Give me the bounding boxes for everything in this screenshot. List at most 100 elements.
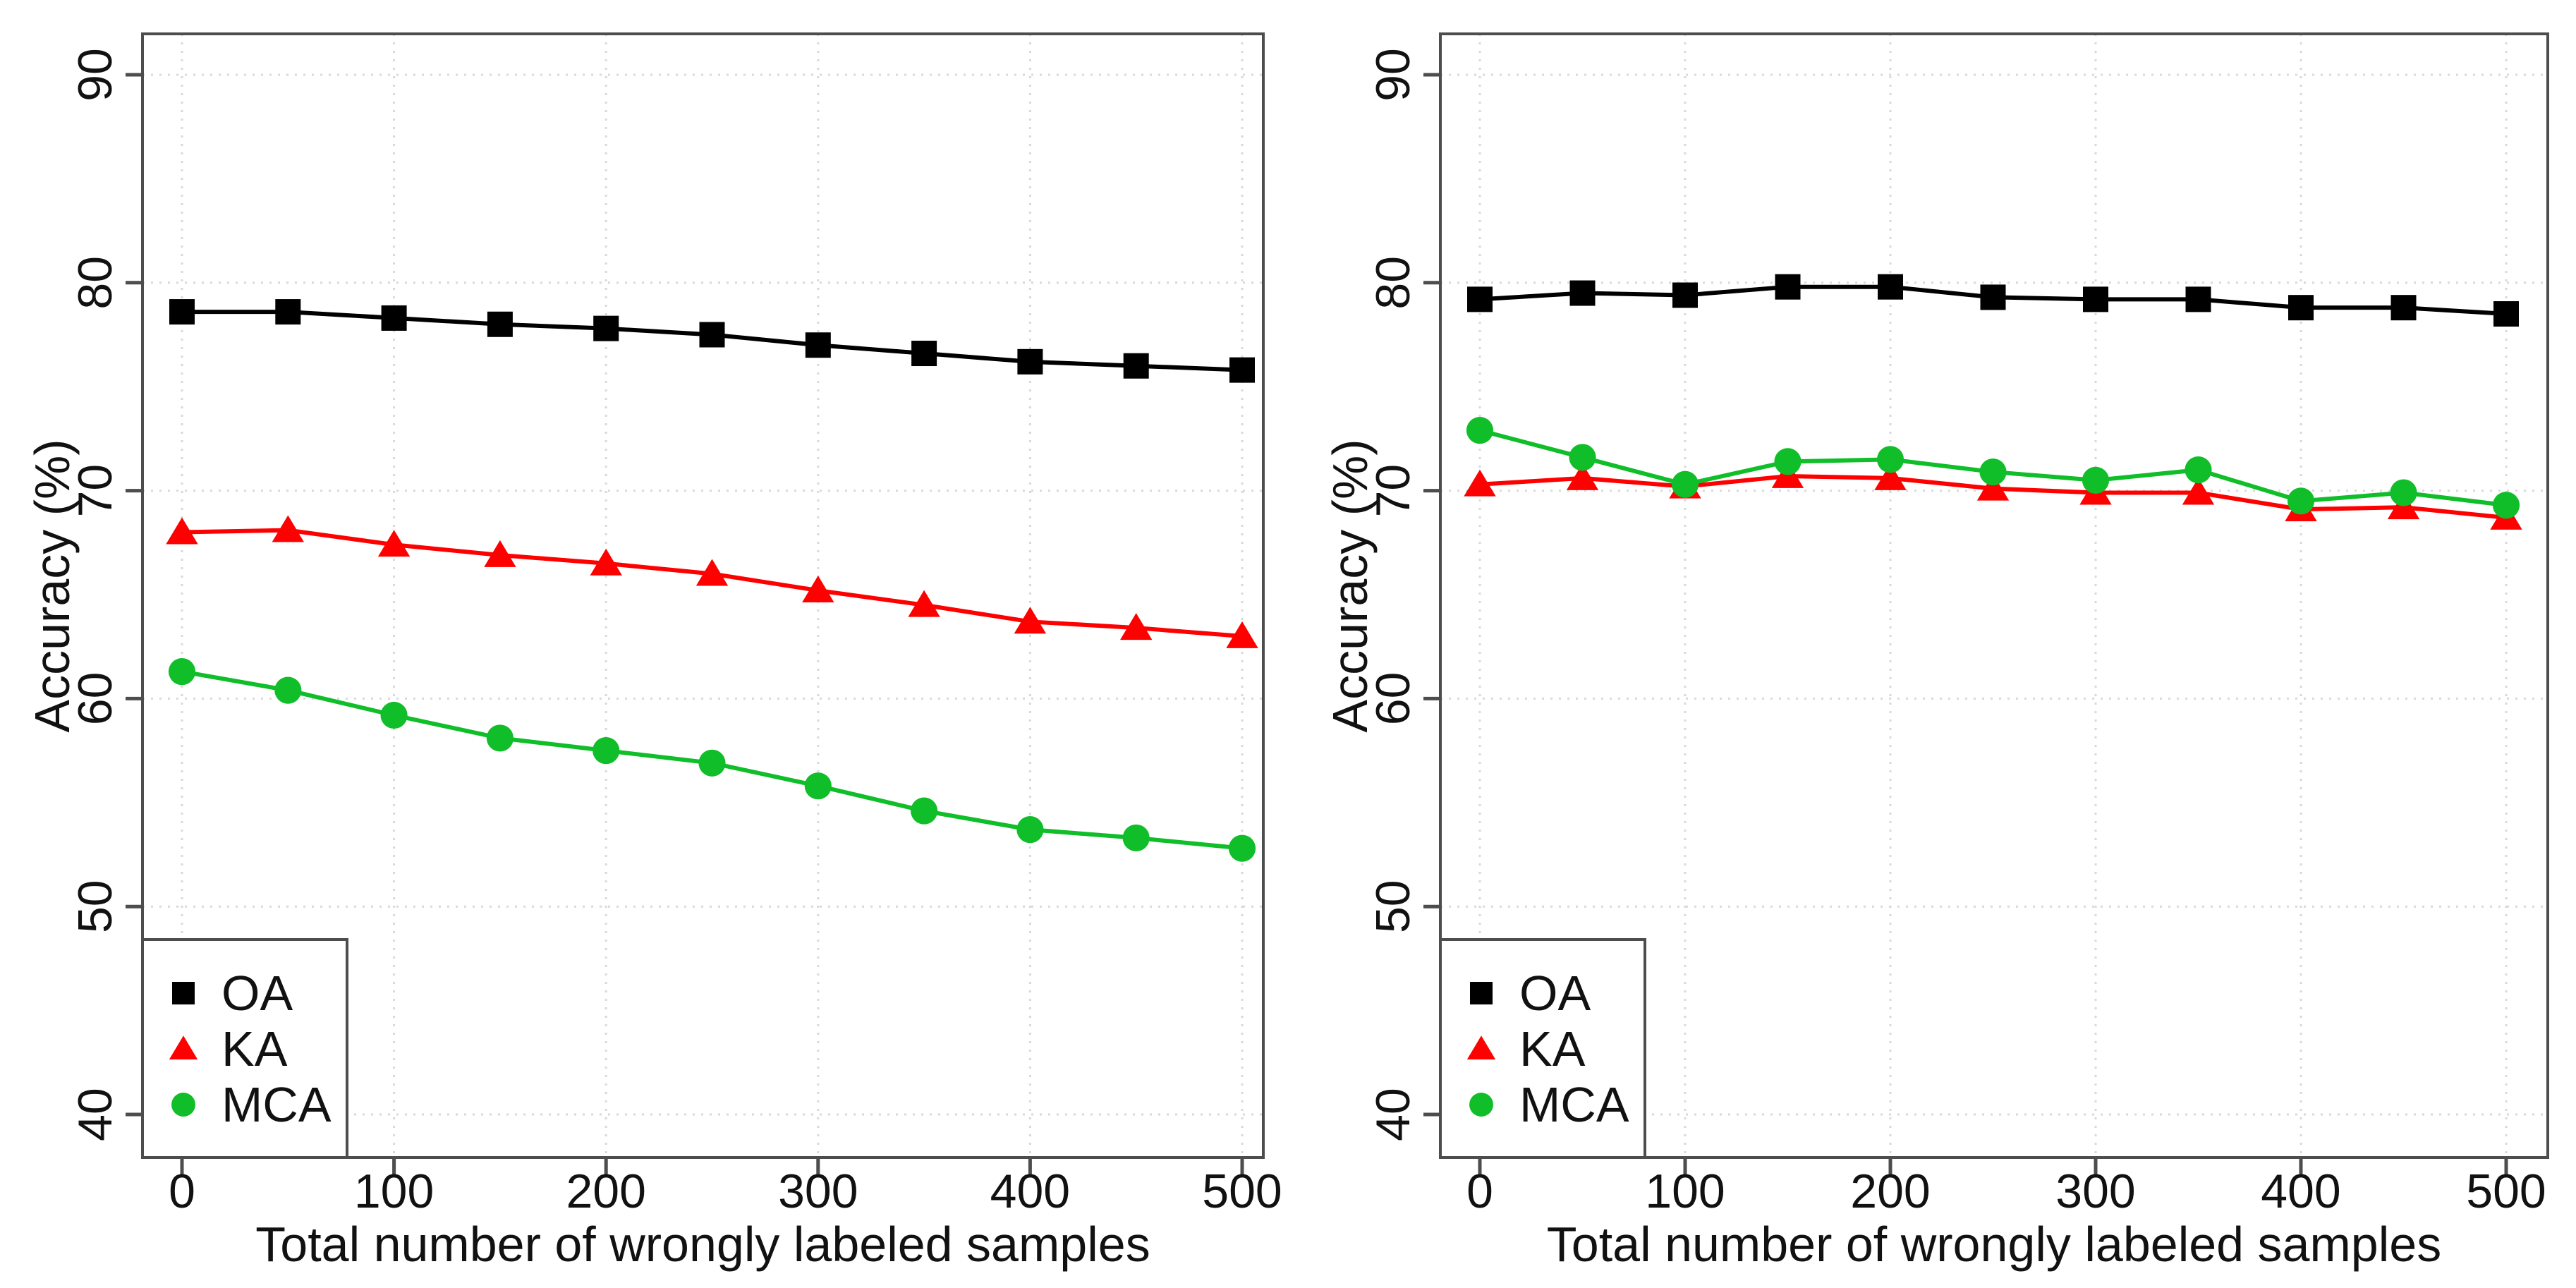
oa-marker: [1467, 286, 1493, 312]
mca-marker: [274, 676, 302, 704]
mca-marker: [1466, 417, 1494, 444]
y-tick-label: 60: [68, 672, 122, 726]
legend-ka-marker: [1466, 1035, 1496, 1060]
legend-mca-label: MCA: [1519, 1077, 1629, 1132]
axis-ticks: [1423, 73, 2508, 1174]
oa-marker: [699, 322, 725, 348]
legend-oa-label: OA: [1519, 966, 1591, 1021]
legend-ka-marker: [169, 1035, 198, 1060]
oa-marker: [2493, 301, 2519, 327]
oa-marker: [169, 299, 195, 325]
mca-marker: [698, 749, 726, 777]
mca-marker: [380, 701, 408, 729]
legend-oa-label: OA: [221, 966, 293, 1021]
oa-marker: [275, 299, 301, 325]
mca-marker: [1569, 444, 1596, 471]
mca-marker: [1016, 816, 1044, 844]
mca-marker: [911, 797, 938, 825]
mca-marker: [2492, 492, 2520, 519]
mca-marker: [1122, 824, 1150, 851]
ka-marker: [166, 517, 198, 545]
x-tick-label: 500: [2466, 1165, 2546, 1218]
oa-marker: [2288, 295, 2314, 321]
y-tick-label: 70: [68, 464, 122, 518]
oa-marker: [381, 305, 407, 331]
axis-ticks: [126, 73, 1244, 1174]
legend-oa-marker: [1470, 982, 1493, 1004]
y-tick-label: 60: [1366, 672, 1420, 726]
mca-marker: [1228, 834, 1256, 862]
x-tick-label: 200: [566, 1165, 645, 1218]
oa-marker: [593, 315, 619, 341]
ka-marker: [1566, 463, 1599, 490]
mca-marker: [1979, 458, 2007, 486]
legend-oa-marker: [172, 982, 195, 1004]
mca-marker: [1774, 448, 1802, 475]
y-tick-label: 40: [68, 1088, 122, 1141]
legend-mca-marker: [171, 1093, 195, 1117]
mca-marker: [486, 724, 514, 752]
oa-marker: [911, 341, 937, 367]
mca-marker: [2185, 456, 2212, 484]
oa-marker: [805, 332, 831, 358]
legend-ka-label: KA: [221, 1021, 288, 1076]
oa-marker: [1123, 353, 1149, 379]
ka-marker: [1874, 463, 1907, 490]
y-axis-title: Accuracy (%): [25, 439, 80, 732]
x-tick-label: 400: [2261, 1165, 2340, 1218]
ka-marker: [1464, 469, 1496, 497]
y-tick-label: 50: [1366, 880, 1420, 933]
oa-marker: [1878, 274, 1903, 300]
x-axis-title: Total number of wrongly labeled samples: [255, 1217, 1150, 1272]
oa-marker: [1775, 274, 1801, 300]
right-accuracy-panel: 0 100 200 300 400 500 40 50 60 70 80 90 Total number…: [1323, 32, 2549, 1272]
x-tick-label: 100: [1645, 1165, 1725, 1218]
y-axis-title: Accuracy (%): [1323, 439, 1378, 732]
oa-marker: [2185, 286, 2211, 312]
y-tick-label: 90: [68, 48, 122, 102]
y-tick-label: 50: [68, 880, 122, 933]
oa-marker: [1980, 284, 2006, 310]
mca-marker: [593, 737, 620, 765]
y-tick-label: 80: [1366, 256, 1420, 310]
ka-marker: [802, 576, 834, 603]
plot-box: [141, 32, 1265, 1159]
ka-marker: [1226, 621, 1258, 648]
plot-box: [1439, 32, 2549, 1159]
mca-marker: [2287, 487, 2315, 515]
mca-marker: [1671, 470, 1699, 498]
mca-marker: [1876, 446, 1904, 473]
x-tick-label: 0: [169, 1165, 195, 1218]
oa-marker: [1672, 282, 1698, 308]
ka-marker: [908, 590, 940, 617]
ka-marker: [272, 515, 304, 542]
ka-marker: [484, 540, 516, 567]
mca-marker: [804, 772, 832, 800]
legend-ka-label: KA: [1519, 1021, 1586, 1076]
x-axis-title: Total number of wrongly labeled samples: [1547, 1217, 2441, 1272]
x-tick-label: 0: [1466, 1165, 1493, 1218]
ka-marker: [590, 548, 622, 576]
mca-marker: [2082, 466, 2110, 494]
y-tick-label: 90: [1366, 48, 1420, 102]
oa-marker: [1569, 280, 1596, 306]
gridlines: [1440, 34, 2548, 1158]
left-accuracy-panel: 0 100 200 300 400 500 40 50 60 70 80 90 Total number…: [25, 32, 1282, 1272]
ka-marker: [2182, 478, 2215, 505]
mca-marker: [2390, 479, 2417, 506]
x-tick-label: 500: [1202, 1165, 1282, 1218]
oa-marker: [1017, 348, 1043, 375]
legend-mca-marker: [1469, 1093, 1493, 1117]
oa-marker: [2083, 286, 2108, 312]
y-tick-label: 80: [68, 256, 122, 310]
legend-mca-label: MCA: [221, 1077, 332, 1132]
x-tick-label: 300: [2055, 1165, 2135, 1218]
x-tick-label: 200: [1850, 1165, 1930, 1218]
ka-marker: [1976, 473, 2010, 501]
ka-marker: [377, 530, 411, 557]
y-tick-label: 40: [1366, 1088, 1420, 1141]
x-tick-label: 100: [354, 1165, 434, 1218]
oa-marker: [2390, 295, 2417, 321]
mca-marker: [168, 657, 196, 686]
